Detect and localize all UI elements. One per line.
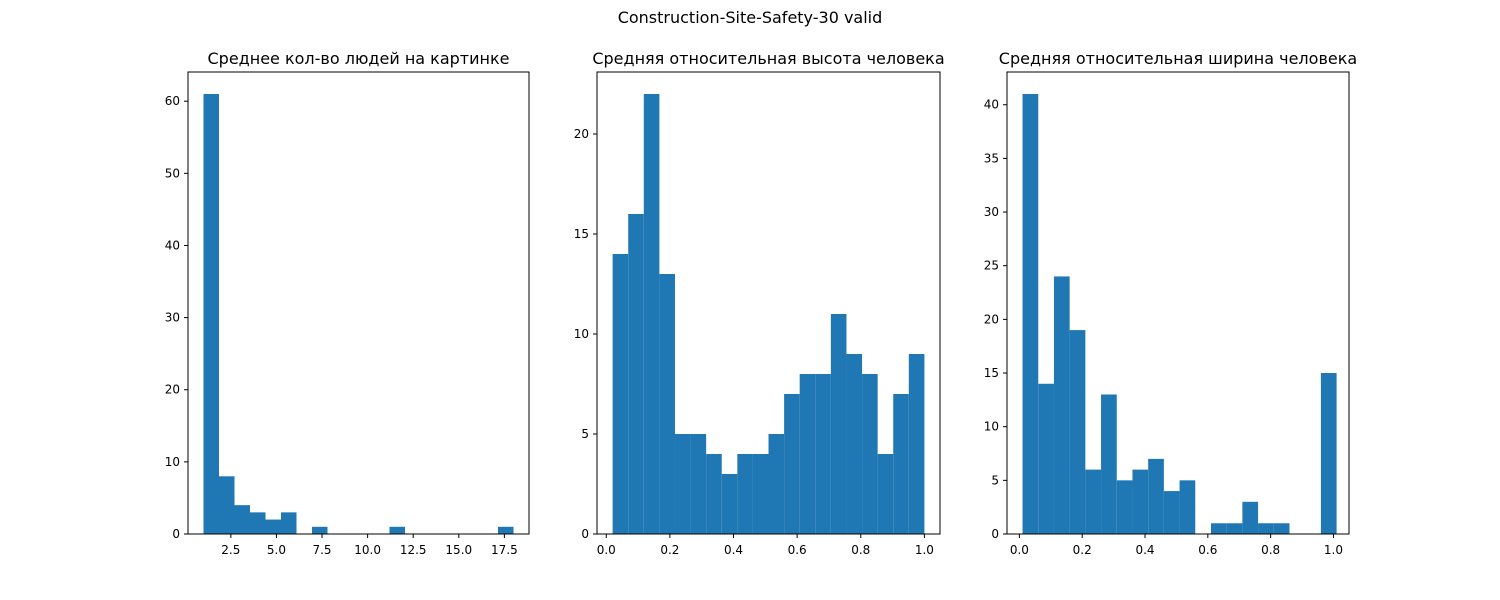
y-tick-label: 5 [991,473,999,487]
histogram-bar [768,434,785,534]
histogram-bar [643,94,660,534]
histogram-bar [721,474,738,534]
y-tick-label: 40 [984,98,999,112]
histogram-bar [1320,373,1337,534]
histogram-bar [265,519,281,534]
histogram-bar [690,434,707,534]
histogram-bar [612,254,629,534]
histogram-bar [498,526,514,534]
histogram-bar [659,274,675,534]
histogram-bar [1116,480,1133,534]
y-tick-label: 60 [165,94,180,108]
histogram-bar [1132,469,1149,534]
histogram-bar [1163,491,1180,534]
histogram-bar [389,526,405,534]
y-tick-label: 20 [574,127,589,141]
histogram-bar [250,512,266,534]
x-tick-label: 1.0 [1324,543,1343,557]
x-tick-label: 0.6 [788,543,807,557]
histogram-bar [1148,458,1164,534]
histogram-bar [1242,501,1259,534]
histogram-bar [799,374,816,534]
y-tick-label: 10 [984,420,999,434]
y-tick-label: 0 [581,527,589,541]
x-tick-label: 12.5 [400,543,427,557]
histogram-bar [1053,276,1070,534]
y-tick-label: 0 [172,527,180,541]
axes-frame [187,71,530,535]
x-tick-label: 0.2 [660,543,679,557]
figure-suptitle: Construction-Site-Safety-30 valid [617,8,883,27]
y-tick-label: 15 [574,227,589,241]
histogram-bar [877,454,894,534]
x-tick-label: 0.0 [597,543,616,557]
histogram-bar [1258,523,1274,534]
histogram-bar [628,214,644,534]
x-tick-label: 17.5 [491,543,518,557]
histogram-bar [784,394,800,534]
y-tick-label: 20 [165,383,180,397]
histogram-bar [706,454,722,534]
x-tick-label: 2.5 [221,543,240,557]
histogram-bar [1069,330,1086,534]
x-tick-label: 0.0 [1010,543,1029,557]
histogram-bar [312,526,328,534]
x-tick-label: 5.0 [267,543,286,557]
histogram-panel-3: 0.0 0.2 0.4 0.6 0.8 1.0 0 5 10 15 20 25 30 35 40 Средня… [984,49,1357,557]
axes-frame [1006,71,1350,535]
panel-title: Средняя относительная высота человека [592,49,944,68]
histogram-bar [203,94,219,534]
y-tick-label: 40 [165,238,180,252]
x-tick-label: 0.2 [1073,543,1092,557]
histogram-bar [862,374,878,534]
axes-frame [596,71,941,535]
panel-title: Среднее кол-во людей на картинке [208,49,510,68]
histogram-panel-2: 0.0 0.2 0.4 0.6 0.8 1.0 0 5 10 15 20 Средняя относи… [574,49,945,557]
y-tick-label: 50 [165,166,180,180]
histogram-bar [1022,94,1039,534]
x-tick-label: 1.0 [915,543,934,557]
x-tick-label: 7.5 [312,543,331,557]
x-tick-label: 0.4 [1135,543,1154,557]
histogram-bar [1273,523,1290,534]
histogram-bar [1179,480,1196,534]
y-tick-label: 20 [984,312,999,326]
histogram-bar [737,454,753,534]
y-tick-label: 15 [984,366,999,380]
x-tick-label: 0.8 [1261,543,1280,557]
x-tick-label: 15.0 [445,543,472,557]
histogram-bar [1085,469,1102,534]
y-tick-label: 30 [165,311,180,325]
panel-title: Средняя относительная ширина человека [999,49,1357,68]
histogram-bar [1101,394,1117,534]
y-tick-label: 0 [991,527,999,541]
y-tick-label: 5 [581,427,589,441]
x-tick-label: 0.4 [724,543,743,557]
y-tick-label: 30 [984,205,999,219]
y-tick-label: 35 [984,151,999,165]
x-tick-label: 10.0 [354,543,381,557]
y-tick-label: 10 [165,455,180,469]
histogram-bar [234,505,250,534]
histogram-bar [815,374,831,534]
histogram-bar [219,476,235,534]
x-tick-label: 0.8 [851,543,870,557]
histogram-bar [1226,523,1243,534]
histogram-bar [830,314,847,534]
x-tick-label: 0.6 [1198,543,1217,557]
histogram-bar [674,434,691,534]
histogram-bar [846,354,863,534]
histogram-bar [893,394,909,534]
histogram-bar [281,512,297,534]
histogram-bar [752,454,769,534]
histogram-bar [1038,383,1054,534]
histogram-bar [1210,523,1227,534]
y-tick-label: 10 [574,327,589,341]
y-tick-label: 25 [984,259,999,273]
histogram-bar [908,354,925,534]
histogram-panel-1: 2.5 5.0 7.5 10.0 12.5 15.0 17.5 0 10 20 30 40 50 60 Ср… [165,49,530,557]
